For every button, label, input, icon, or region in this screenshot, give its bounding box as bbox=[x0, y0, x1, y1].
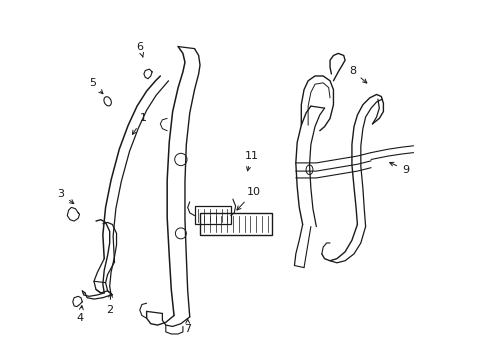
Text: 6: 6 bbox=[136, 41, 143, 57]
Text: 9: 9 bbox=[389, 162, 408, 175]
Text: 1: 1 bbox=[132, 113, 146, 134]
Text: 10: 10 bbox=[236, 187, 260, 210]
Text: 11: 11 bbox=[244, 151, 258, 171]
Text: 4: 4 bbox=[77, 306, 83, 323]
Text: 7: 7 bbox=[184, 319, 191, 334]
Bar bbox=[200, 213, 271, 235]
Text: 2: 2 bbox=[106, 293, 113, 315]
Text: 8: 8 bbox=[348, 66, 366, 83]
Text: 5: 5 bbox=[89, 78, 102, 94]
Bar bbox=[194, 206, 230, 225]
Text: 3: 3 bbox=[58, 189, 74, 204]
